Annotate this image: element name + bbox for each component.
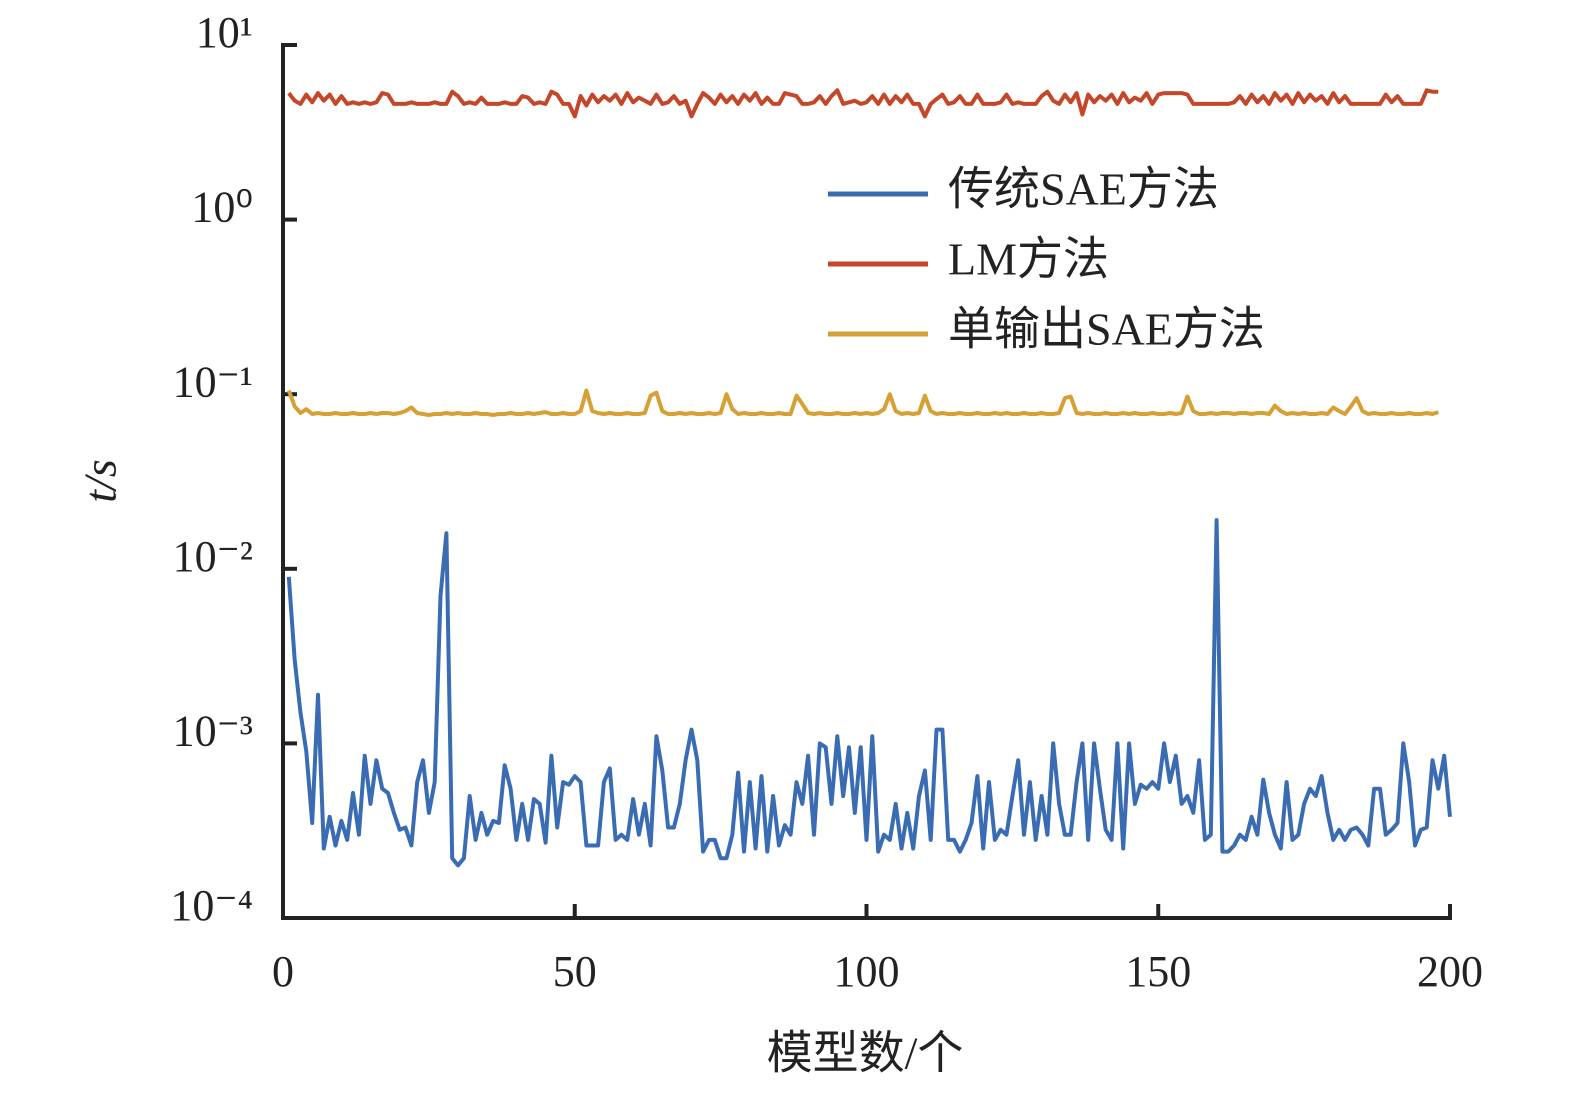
y-tick-label: 10⁻¹ <box>173 357 253 406</box>
x-tick-label: 50 <box>553 947 597 996</box>
x-tick-label: 150 <box>1125 947 1191 996</box>
x-tick-label: 0 <box>272 947 294 996</box>
y-tick-label: 10⁻³ <box>173 706 253 755</box>
y-tick-label: 10⁰ <box>191 183 253 232</box>
x-tick-label: 200 <box>1417 947 1483 996</box>
legend-label: LM方法 <box>948 234 1109 285</box>
legend-label: 传统SAE方法 <box>948 164 1219 215</box>
y-tick-label: 10⁻² <box>173 532 253 581</box>
y-tick-label: 10⁻⁴ <box>170 881 253 930</box>
legend-label: 单输出SAE方法 <box>948 304 1265 355</box>
series-line <box>286 518 1452 868</box>
y-tick-label: 10¹ <box>196 8 253 57</box>
series-line <box>286 388 1439 417</box>
series-line <box>287 88 1439 119</box>
y-axis-label: t/s <box>75 459 126 502</box>
x-axis-label: 模型数/个 <box>767 1028 964 1079</box>
x-tick-label: 100 <box>834 947 900 996</box>
